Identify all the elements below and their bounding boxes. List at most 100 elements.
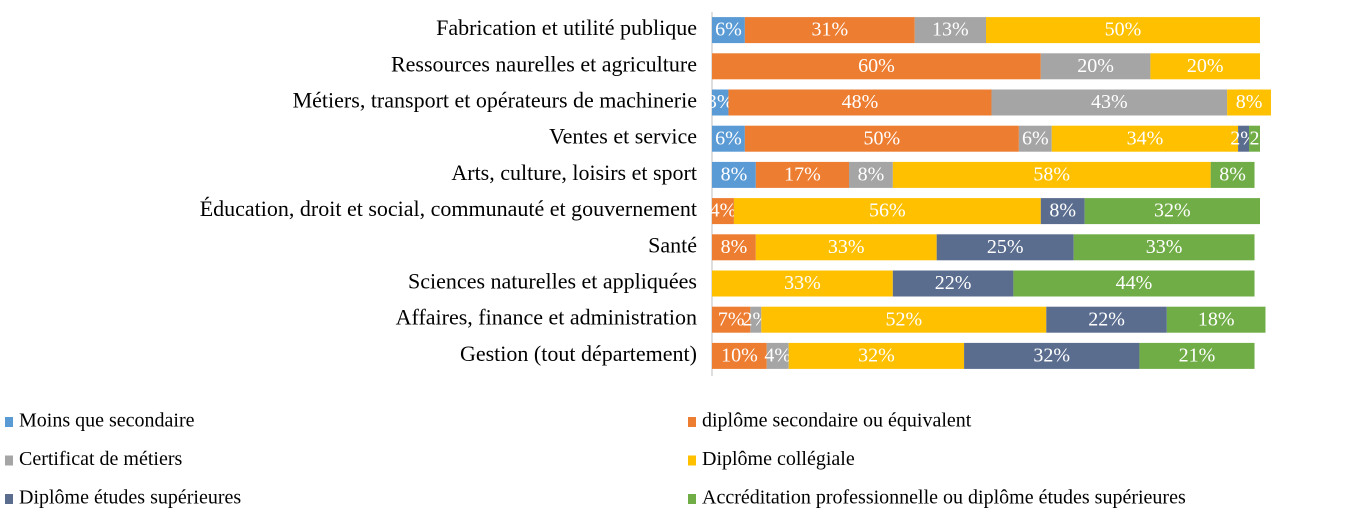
data-label: 13%: [932, 19, 969, 41]
data-label: 4%: [710, 200, 737, 222]
data-label: 34%: [1127, 127, 1164, 149]
bar-segment: [1018, 125, 1052, 152]
data-label: 22%: [935, 272, 972, 294]
data-label: 33%: [1146, 236, 1183, 258]
bar-segment: [1046, 306, 1167, 333]
data-label: 18%: [1198, 308, 1235, 330]
bar-segment: [712, 17, 745, 44]
legend-label: Certificat de métiers: [19, 448, 182, 470]
bar-segment: [728, 89, 992, 116]
y-tick-label: Affaires, finance et administration: [396, 305, 697, 330]
bar-segment: [733, 198, 1041, 225]
y-tick-label: Éducation, droit et social, communauté e…: [200, 196, 697, 221]
y-tick-label: Santé: [648, 232, 697, 257]
y-tick-label: Arts, culture, loisirs et sport: [451, 160, 697, 185]
bar-segment: [712, 198, 734, 225]
data-label: 32%: [858, 344, 895, 366]
bar-segment: [1150, 53, 1260, 80]
data-label: 20%: [1187, 55, 1224, 77]
data-label: 8%: [1219, 163, 1246, 185]
bar-segment: [1166, 306, 1266, 333]
y-tick-label: Ventes et service: [549, 124, 697, 149]
bar-segment: [712, 125, 745, 152]
data-label: 8%: [1049, 200, 1076, 222]
data-label: 33%: [828, 236, 865, 258]
bar-segment: [712, 89, 729, 116]
bar-segment: [1040, 198, 1085, 225]
y-tick-label: Métiers, transport et opérateurs de mach…: [293, 88, 697, 113]
legend-swatch: [688, 417, 696, 427]
data-label: 25%: [987, 236, 1024, 258]
data-label: 44%: [1116, 272, 1153, 294]
data-label: 32%: [1154, 200, 1191, 222]
bar-segment: [1139, 342, 1255, 369]
data-label: 8%: [858, 163, 885, 185]
bar-segment: [1013, 270, 1255, 297]
bar-segment: [914, 17, 986, 44]
bar-segment: [849, 161, 893, 188]
data-label: 50%: [1105, 19, 1142, 41]
data-label: 32%: [1033, 344, 1070, 366]
data-label: 22%: [1088, 308, 1125, 330]
data-label: 56%: [869, 200, 906, 222]
bar-segment: [964, 342, 1140, 369]
bar-segment: [761, 306, 1047, 333]
data-label: 10%: [721, 344, 758, 366]
legend-label: Diplôme études supérieures: [19, 487, 241, 509]
bar-segment: [744, 125, 1019, 152]
bar-segment: [755, 161, 849, 188]
data-label: 43%: [1091, 91, 1128, 113]
bar-segment: [1238, 125, 1250, 152]
legend-label: Diplôme collégiale: [702, 448, 855, 470]
y-tick-label: Gestion (tout département): [460, 341, 697, 366]
bar-segment: [712, 306, 751, 333]
data-label: 7%: [718, 308, 745, 330]
bar-segment: [1249, 125, 1260, 152]
data-label: 52%: [885, 308, 922, 330]
bar-segment: [788, 342, 965, 369]
bar-segment: [892, 161, 1211, 188]
data-label: 20%: [1077, 55, 1114, 77]
data-label: 6%: [715, 127, 742, 149]
bar-segment: [892, 270, 1014, 297]
bar-segment: [712, 53, 1041, 80]
bar-segment: [712, 161, 756, 188]
bar-segment: [744, 17, 915, 44]
legend-label: Moins que secondaire: [19, 410, 195, 432]
legend-label: Accréditation professionnelle ou diplôme…: [702, 487, 1186, 509]
data-label: 8%: [1236, 91, 1263, 113]
data-label: 60%: [858, 55, 895, 77]
legend-swatch: [5, 417, 13, 427]
y-tick-label: Fabrication et utilité publique: [436, 15, 697, 40]
legend-swatch: [688, 494, 696, 504]
bar-segment: [936, 234, 1074, 261]
data-label: 31%: [811, 19, 848, 41]
data-label: 17%: [784, 163, 821, 185]
bar-segment: [712, 270, 893, 297]
data-label: 4%: [764, 344, 791, 366]
bar-segment: [766, 342, 789, 369]
bar-segment: [750, 306, 762, 333]
bar-segment: [991, 89, 1228, 116]
data-label: 48%: [842, 91, 879, 113]
data-label: 2: [1250, 127, 1260, 149]
bar-segment: [1210, 161, 1255, 188]
data-label: 3%: [707, 91, 734, 113]
bar-segment: [1084, 198, 1260, 225]
data-label: 58%: [1033, 163, 1070, 185]
data-label: 50%: [864, 127, 901, 149]
data-label: 21%: [1179, 344, 1216, 366]
legend-swatch: [5, 494, 13, 504]
bar-segment: [1227, 89, 1271, 116]
legend-swatch: [5, 455, 13, 466]
bar-segment: [712, 342, 767, 369]
y-tick-label: Sciences naturelles et appliquées: [408, 269, 697, 294]
y-tick-label: Ressources naurelles et agriculture: [391, 51, 697, 76]
bar-segment: [1040, 53, 1151, 80]
data-label: 6%: [715, 19, 742, 41]
data-label: 8%: [721, 163, 748, 185]
bar-segment: [712, 234, 756, 261]
bar-segment: [1073, 234, 1255, 261]
bar-segment: [986, 17, 1260, 44]
